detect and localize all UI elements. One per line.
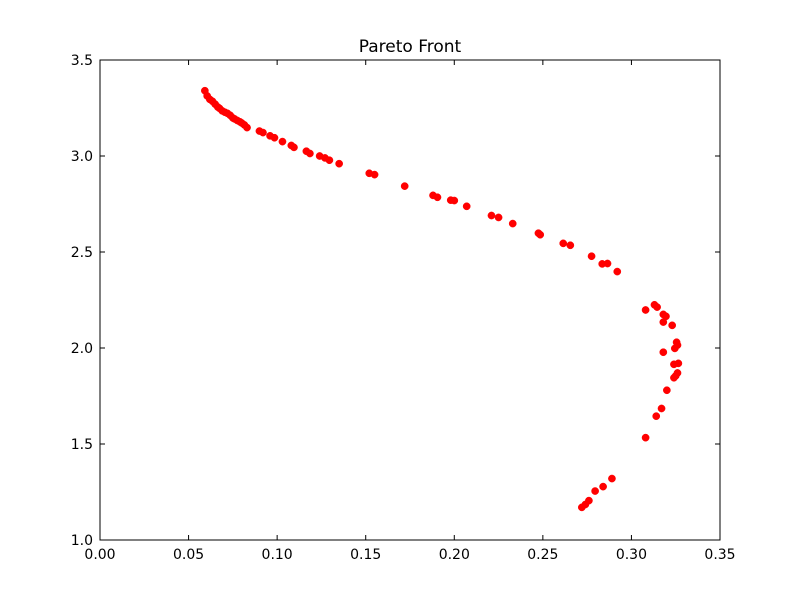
x-tick-label: 0.00 xyxy=(84,547,115,563)
data-point xyxy=(536,230,545,239)
x-tick-label: 0.15 xyxy=(350,547,381,563)
y-tick-label: 3.5 xyxy=(71,53,93,69)
data-point xyxy=(608,474,616,483)
data-point xyxy=(591,487,599,495)
chart-title: Pareto Front xyxy=(359,37,462,57)
y-tick-label: 2.5 xyxy=(71,245,93,261)
plot-area-frame xyxy=(99,59,721,541)
data-point xyxy=(290,143,298,152)
x-tick-label: 0.10 xyxy=(262,547,293,563)
data-points xyxy=(201,86,683,512)
y-tick-label: 3.0 xyxy=(71,149,93,165)
data-point xyxy=(599,482,607,491)
data-point xyxy=(400,182,409,190)
data-point xyxy=(259,128,267,137)
x-tick-label: 0.05 xyxy=(173,547,204,563)
data-point xyxy=(670,373,678,382)
data-point xyxy=(577,503,586,512)
data-point xyxy=(641,433,650,442)
data-point xyxy=(306,149,314,158)
data-point xyxy=(653,303,661,311)
data-point xyxy=(278,137,287,146)
data-point xyxy=(494,213,503,222)
data-point xyxy=(652,412,661,421)
x-tick-label: 0.35 xyxy=(704,547,735,563)
x-tick-label: 0.30 xyxy=(616,547,647,563)
data-point xyxy=(487,211,496,220)
data-point xyxy=(659,318,668,326)
data-point xyxy=(668,321,677,330)
y-tick-label: 1.5 xyxy=(71,437,93,453)
axis-ticks: 0.00 0.05 0.10 0.15 0.20 0.25 0.30 0.35 1.0 1.5 2.… xyxy=(71,53,736,563)
data-point xyxy=(659,348,668,357)
data-point xyxy=(603,259,612,268)
data-point xyxy=(450,196,459,205)
data-point xyxy=(370,170,379,179)
data-point xyxy=(433,193,442,202)
x-tick-label: 0.20 xyxy=(439,547,470,563)
data-point xyxy=(670,344,679,353)
y-tick-label: 2.0 xyxy=(71,341,93,357)
data-point xyxy=(559,239,568,248)
data-point xyxy=(335,159,343,168)
x-tick-label: 0.25 xyxy=(527,547,558,563)
data-point xyxy=(641,306,650,314)
data-point xyxy=(243,123,251,132)
data-point xyxy=(613,267,622,276)
data-point xyxy=(663,386,671,395)
data-point xyxy=(657,404,666,413)
data-point xyxy=(508,219,517,228)
data-point xyxy=(462,202,471,211)
data-point xyxy=(270,133,279,142)
data-point xyxy=(566,241,575,250)
data-point xyxy=(670,360,678,369)
y-tick-label: 1.0 xyxy=(71,533,93,549)
data-point xyxy=(325,156,334,165)
data-point xyxy=(587,252,596,261)
